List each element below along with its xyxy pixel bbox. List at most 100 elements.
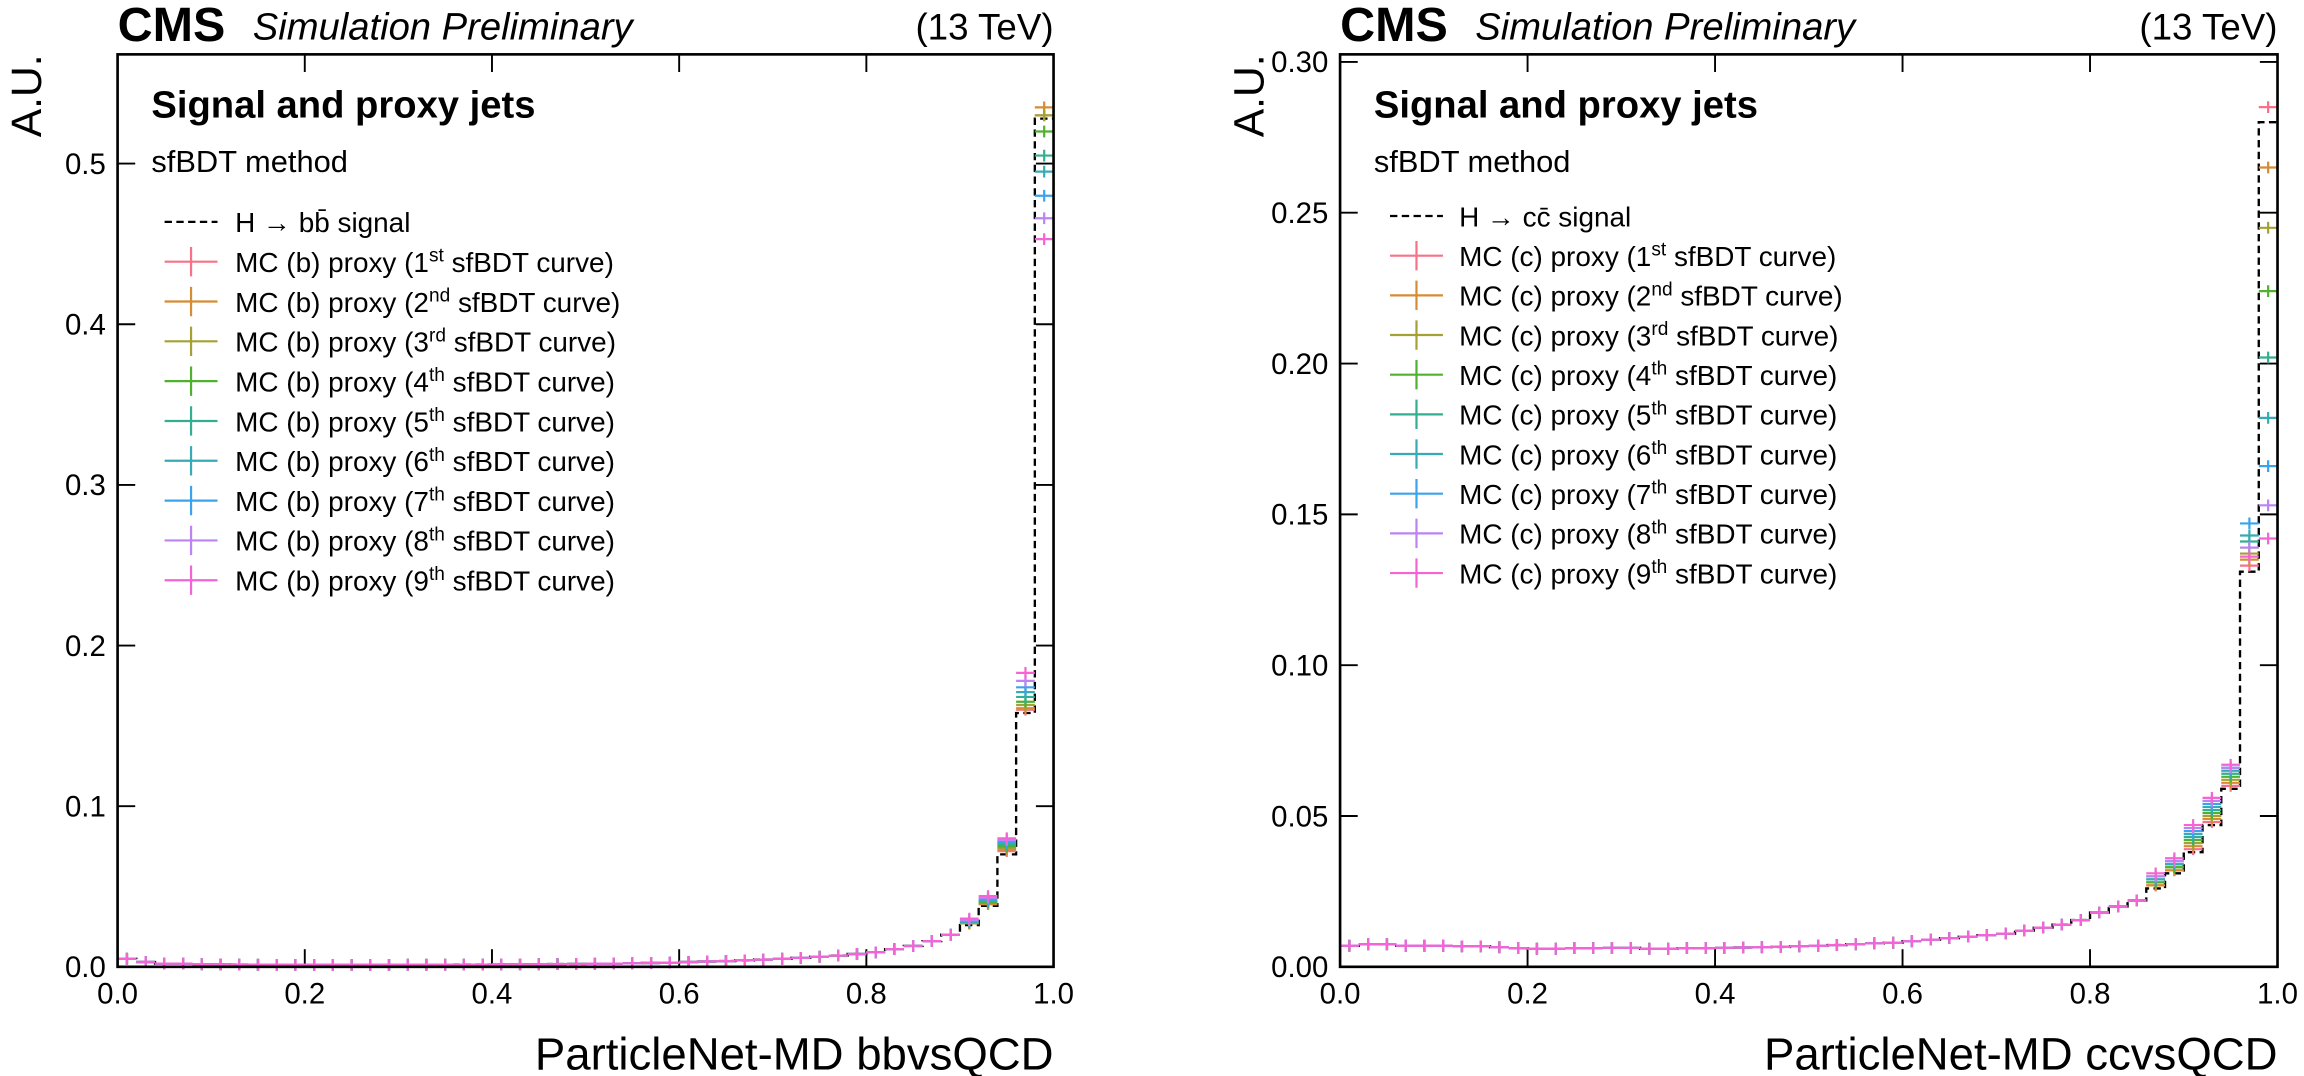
proxy-marker (1715, 941, 1734, 954)
legend-label: H → bb̄ signal (235, 207, 410, 238)
proxy-marker (2258, 285, 2278, 298)
legend-label: MC (b) proxy (3rd sfBDT curve) (235, 325, 616, 357)
proxy-marker (1940, 932, 1959, 945)
x-axis-label: ParticleNet-MD ccvsQCD (1764, 1029, 2278, 1076)
x-tick-label: 1.0 (2257, 978, 2298, 1011)
legend-label: MC (c) proxy (2nd sfBDT curve) (1459, 279, 1843, 311)
x-axis-label: ParticleNet-MD bbvsQCD (535, 1029, 1054, 1076)
y-tick-label: 0.5 (65, 148, 106, 181)
proxy-marker (1865, 937, 1884, 950)
proxy-marker (2258, 161, 2278, 174)
proxy-marker (2090, 906, 2109, 919)
y-tick-label: 0.0 (65, 951, 106, 984)
proxy-marker (716, 955, 736, 967)
proxy-marker (2165, 852, 2184, 865)
proxy-marker (2258, 101, 2278, 114)
proxy-marker (435, 958, 455, 971)
y-tick-label: 0.25 (1271, 197, 1328, 230)
legend-icon (1390, 479, 1443, 509)
proxy-marker (1034, 165, 1054, 178)
proxy-marker (754, 953, 773, 966)
proxy-marker (1034, 189, 1054, 202)
legend-icon (1390, 518, 1443, 549)
proxy-marker (1396, 939, 1416, 952)
legend-icon (1390, 240, 1443, 271)
proxy-marker (941, 928, 960, 941)
proxy-marker (828, 949, 848, 962)
proxy-marker (248, 958, 268, 971)
proxy-marker (1752, 941, 1772, 954)
energy: (13 TeV) (915, 7, 1053, 48)
annotation: sfBDT method (151, 144, 348, 179)
x-tick-label: 0.0 (97, 978, 138, 1011)
proxy-marker (847, 948, 867, 960)
proxy-marker (1808, 939, 1828, 952)
x-tick-label: 0.0 (1320, 978, 1361, 1011)
proxy-marker (1340, 939, 1359, 952)
proxy-marker (1546, 942, 1566, 955)
legend-label: MC (c) proxy (8th sfBDT curve) (1459, 517, 1837, 549)
proxy-marker (1996, 927, 2016, 940)
legend-icon (164, 565, 218, 595)
proxy-marker (1827, 939, 1847, 951)
x-tick-label: 0.8 (846, 978, 887, 1011)
proxy-marker (379, 959, 399, 971)
x-tick-label: 1.0 (1033, 978, 1074, 1011)
legend-label: MC (b) proxy (5th sfBDT curve) (235, 405, 615, 437)
proxy-marker (959, 912, 979, 925)
legend-icon (1390, 399, 1443, 430)
proxy-marker (473, 958, 492, 971)
proxy-marker (2033, 921, 2053, 934)
proxy-marker (304, 959, 324, 971)
proxy-marker (903, 940, 923, 952)
y-tick-label: 0.1 (65, 790, 106, 823)
proxy-marker (2258, 221, 2278, 234)
proxy-marker (1846, 938, 1866, 951)
legend-label: MC (c) proxy (4th sfBDT curve) (1459, 359, 1837, 391)
legend-icon (1390, 558, 1443, 588)
proxy-marker (229, 958, 249, 971)
proxy-marker (1433, 939, 1453, 952)
x-tick-label: 0.4 (1695, 978, 1736, 1011)
proxy-marker (1034, 212, 1054, 225)
x-tick-label: 0.2 (284, 978, 325, 1011)
energy: (13 TeV) (2139, 7, 2277, 48)
legend-icon (164, 446, 218, 476)
legend-icon (1390, 320, 1443, 350)
proxy-marker (267, 959, 287, 971)
proxy-marker (1790, 940, 1809, 953)
proxy-marker (1883, 936, 1903, 949)
proxy-marker (1696, 942, 1716, 955)
proxy-marker (1565, 942, 1584, 955)
proxy-marker (491, 958, 511, 971)
x-tick-label: 0.4 (472, 978, 513, 1011)
proxy-marker (866, 946, 886, 959)
proxy-marker (772, 952, 792, 965)
plot-frame (1338, 53, 2279, 969)
proxy-marker (1016, 666, 1035, 679)
proxy-marker (2258, 351, 2278, 364)
subtitle: Simulation Preliminary (1475, 6, 1858, 49)
proxy-marker (1527, 942, 1547, 955)
x-tick-label: 0.6 (1882, 978, 1923, 1011)
proxy-marker (360, 959, 380, 971)
panel: CMS Simulation Preliminary (13 TeV) Signal … (3, 0, 1074, 1076)
proxy-marker (1415, 939, 1434, 952)
proxy-marker (510, 958, 530, 971)
proxy-marker (192, 958, 212, 971)
y-tick-label: 0.3 (65, 469, 106, 502)
legend-icon (164, 286, 218, 317)
legend-label: MC (c) proxy (5th sfBDT curve) (1459, 398, 1837, 430)
proxy-marker (978, 890, 998, 903)
experiment: CMS (118, 0, 226, 52)
proxy-marker (2240, 529, 2259, 542)
legend-icon (164, 246, 218, 277)
legend-icon (1390, 439, 1443, 469)
legend-icon (1390, 359, 1443, 390)
proxy-marker (2258, 411, 2278, 424)
proxy-marker (2258, 532, 2278, 545)
proxy-marker (454, 958, 474, 971)
proxy-marker (529, 958, 549, 971)
legend-icon (164, 406, 218, 436)
